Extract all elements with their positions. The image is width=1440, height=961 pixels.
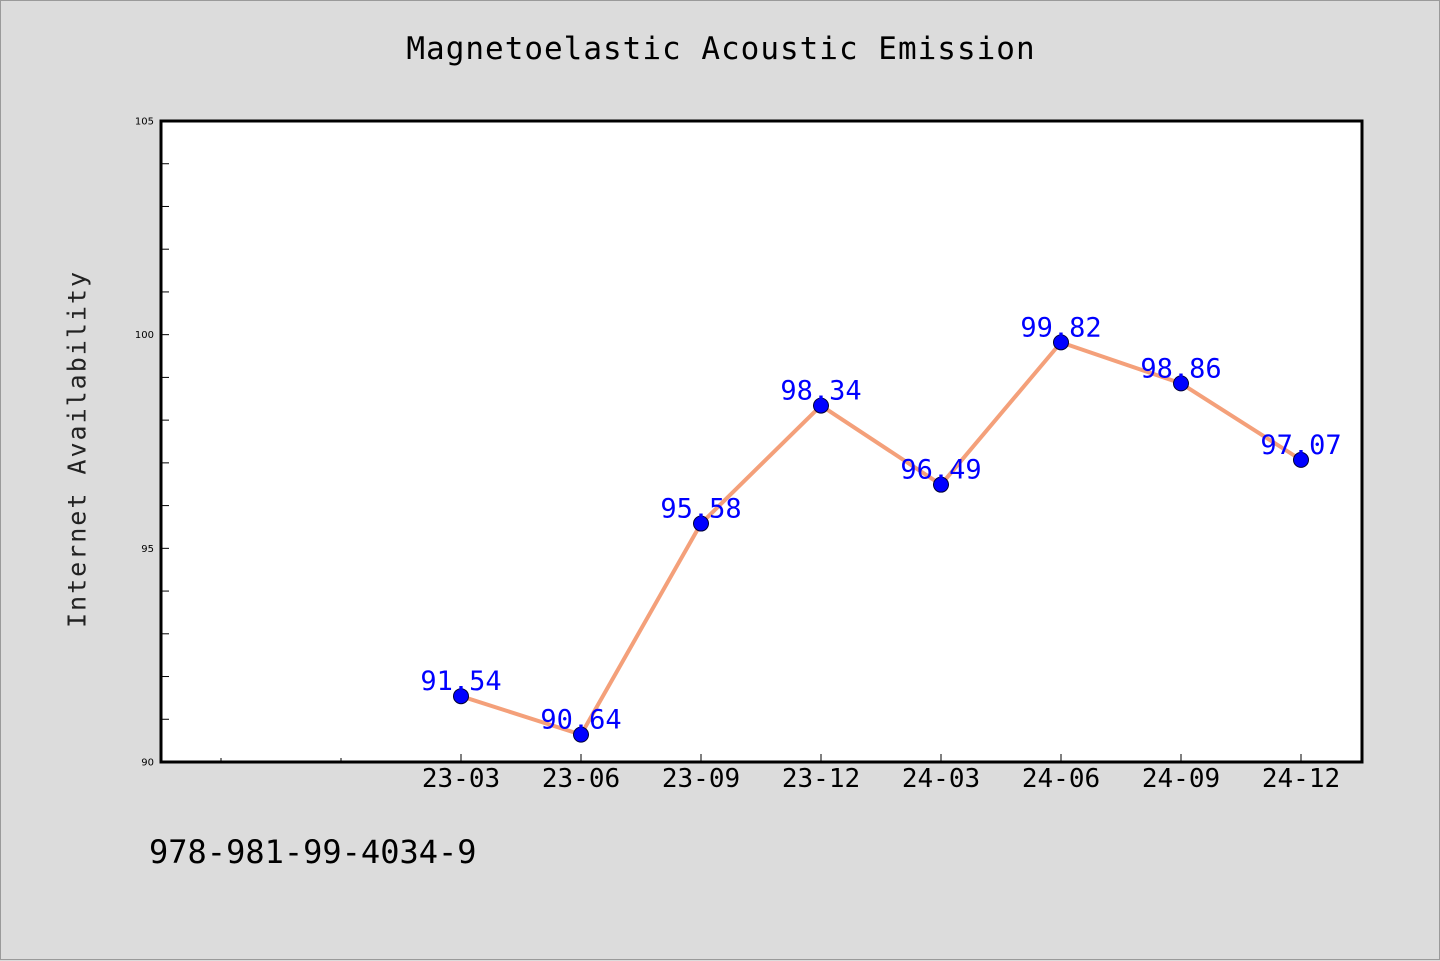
data-label: 91.54	[420, 666, 501, 697]
data-point	[1173, 375, 1189, 392]
y-tick-label: 95	[141, 544, 154, 555]
series-line	[459, 340, 1303, 737]
data-label: 98.86	[1140, 353, 1221, 384]
data-label: 90.64	[540, 705, 621, 736]
x-tick-label: 24-06	[1022, 764, 1100, 794]
series-points	[453, 334, 1309, 743]
y-tick-label: 105	[135, 117, 154, 128]
x-tick-label: 23-09	[662, 764, 740, 794]
x-tick-label: 23-06	[542, 764, 620, 794]
x-tick-label: 24-03	[902, 764, 980, 794]
series-lines	[459, 340, 1303, 737]
data-point	[933, 476, 949, 493]
data-label: 98.34	[780, 376, 861, 407]
chart-title: Magnetoelastic Acoustic Emission	[406, 31, 1036, 67]
data-label: 99.82	[1020, 312, 1101, 343]
x-tick-label: 23-03	[422, 764, 500, 794]
y-tick-label: 90	[141, 758, 154, 769]
data-point	[813, 397, 829, 414]
data-point	[1293, 451, 1309, 468]
data-point	[1053, 334, 1069, 351]
x-tick-label: 24-09	[1142, 764, 1220, 794]
x-tick-label: 24-12	[1262, 764, 1340, 794]
x-axis-ticks: 23-03 23-06 23-09 23-12 24-03 24-06 24-09 24-12	[220, 754, 1340, 794]
data-label: 96.49	[900, 455, 981, 486]
data-labels: 91.54 90.64 95.58 98.34 96.49 99.82 98.86 97.07	[420, 312, 1341, 735]
data-point	[453, 688, 469, 705]
data-label: 97.07	[1260, 430, 1341, 461]
data-label: 95.58	[660, 494, 741, 525]
isbn-text: 978-981-99-4034-9	[149, 833, 477, 871]
data-point	[693, 515, 709, 532]
x-tick-label: 23-12	[782, 764, 860, 794]
plot-frame	[159, 119, 1364, 764]
plot-area	[161, 121, 1362, 762]
y-tick-label: 100	[135, 330, 154, 341]
data-point	[573, 726, 589, 743]
